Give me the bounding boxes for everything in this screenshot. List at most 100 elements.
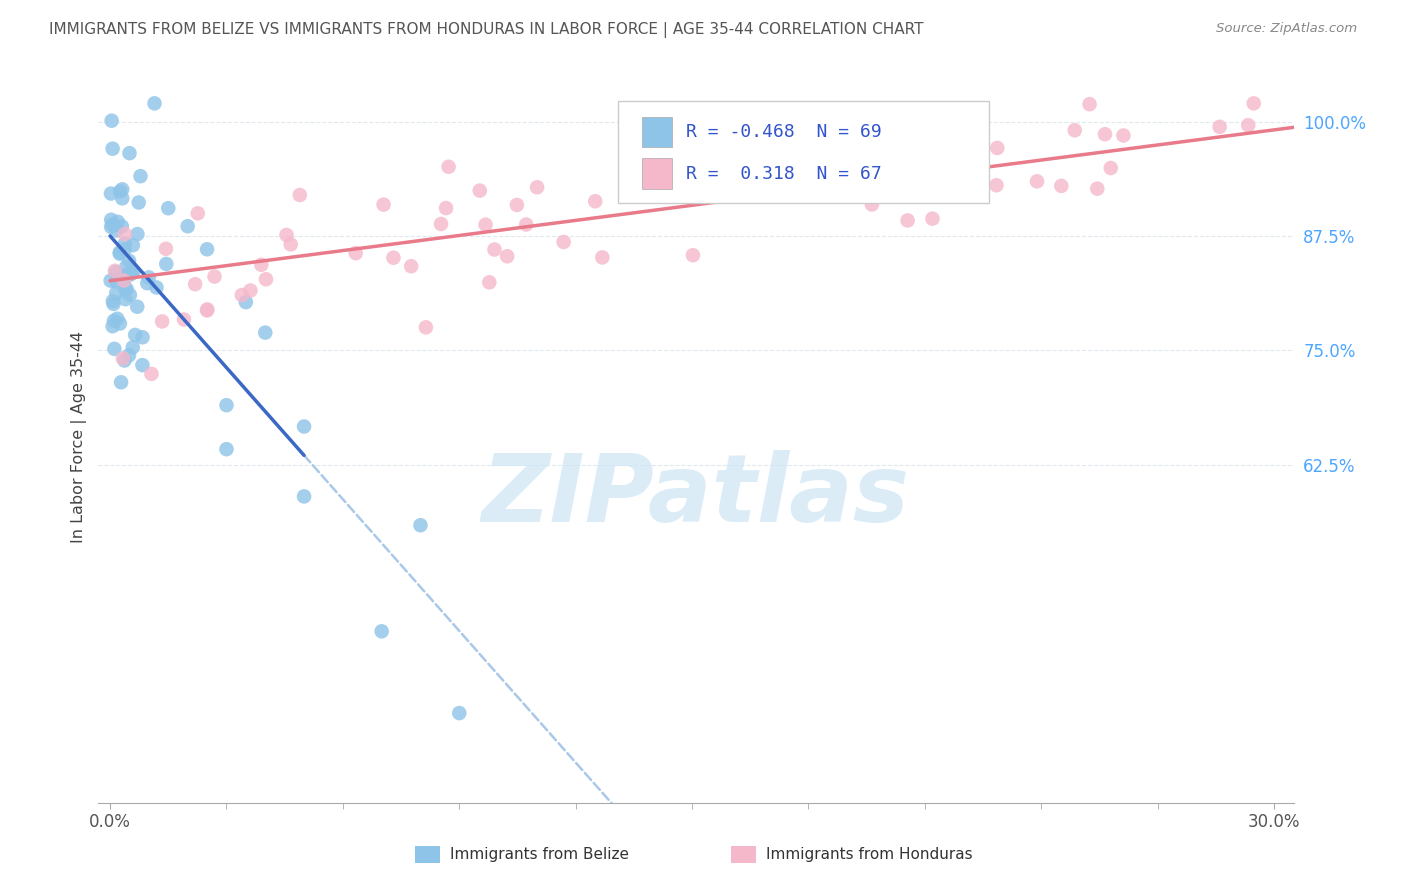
Text: ZIPatlas: ZIPatlas <box>482 450 910 541</box>
Point <box>948 177 970 191</box>
Point <box>409 518 432 533</box>
Point <box>1243 96 1265 111</box>
Point <box>506 198 529 212</box>
Y-axis label: In Labor Force | Age 35-44: In Labor Force | Age 35-44 <box>72 331 87 543</box>
Point <box>591 251 613 265</box>
Point <box>1099 161 1122 175</box>
Point <box>114 282 136 296</box>
Point <box>100 113 122 128</box>
Point <box>103 297 125 311</box>
Point <box>101 218 124 232</box>
Point <box>1094 127 1116 141</box>
Point <box>1237 118 1260 132</box>
Point <box>107 215 129 229</box>
Point <box>187 206 209 220</box>
Point <box>235 295 257 310</box>
Point <box>478 276 501 290</box>
Point <box>1050 178 1073 193</box>
Point <box>173 312 195 326</box>
Point <box>645 150 668 164</box>
Point <box>1208 120 1230 134</box>
Point <box>254 272 277 286</box>
Point <box>157 201 180 215</box>
Point <box>121 266 143 280</box>
Point <box>114 243 136 257</box>
Point <box>131 358 153 372</box>
Point <box>619 186 641 200</box>
Point <box>986 178 1008 193</box>
Point <box>292 490 315 504</box>
Point <box>104 264 127 278</box>
Point <box>115 282 138 296</box>
Point <box>112 274 135 288</box>
Point <box>108 245 131 260</box>
Point <box>143 96 166 111</box>
Point <box>114 353 136 368</box>
Point <box>111 191 134 205</box>
Point <box>118 146 141 161</box>
Point <box>434 201 457 215</box>
Point <box>105 223 128 237</box>
Point <box>111 182 134 196</box>
Point <box>1078 97 1101 112</box>
Point <box>122 264 145 278</box>
Point <box>184 277 207 292</box>
Point <box>118 267 141 281</box>
Point <box>100 186 122 201</box>
Point <box>136 276 159 290</box>
Point <box>415 320 437 334</box>
Point <box>155 257 177 271</box>
Point <box>927 165 949 179</box>
Point <box>111 219 134 234</box>
Point <box>195 302 218 317</box>
Point <box>921 211 943 226</box>
Point <box>121 238 143 252</box>
Point <box>583 194 606 209</box>
Point <box>124 327 146 342</box>
Point <box>231 288 253 302</box>
Point <box>155 242 177 256</box>
Point <box>734 163 756 178</box>
Point <box>108 246 131 260</box>
Point <box>1085 181 1108 195</box>
Point <box>105 275 128 289</box>
Point <box>195 303 218 318</box>
Point <box>515 218 537 232</box>
FancyBboxPatch shape <box>643 117 672 147</box>
Point <box>101 319 124 334</box>
Point <box>105 311 128 326</box>
Point <box>860 197 883 211</box>
Point <box>382 251 405 265</box>
Point <box>250 258 273 272</box>
Text: Immigrants from Belize: Immigrants from Belize <box>450 847 628 862</box>
Point <box>150 314 173 328</box>
Point <box>818 187 841 202</box>
Point <box>1112 128 1135 143</box>
Point <box>474 218 496 232</box>
Point <box>108 317 131 331</box>
Point <box>526 180 548 194</box>
Point <box>897 213 920 227</box>
Point <box>370 624 392 639</box>
Point <box>115 260 138 274</box>
Point <box>215 442 238 457</box>
Point <box>118 268 141 282</box>
Point <box>121 340 143 354</box>
Point <box>1026 174 1049 188</box>
Point <box>292 419 315 434</box>
Point <box>553 235 575 249</box>
Point <box>118 288 141 302</box>
Point <box>399 259 422 273</box>
Point <box>105 285 128 300</box>
Point <box>100 212 122 227</box>
Text: IMMIGRANTS FROM BELIZE VS IMMIGRANTS FROM HONDURAS IN LABOR FORCE | AGE 35-44 CO: IMMIGRANTS FROM BELIZE VS IMMIGRANTS FRO… <box>49 22 924 38</box>
Point <box>288 188 311 202</box>
Point <box>127 300 149 314</box>
Text: Immigrants from Honduras: Immigrants from Honduras <box>766 847 973 862</box>
Point <box>280 237 302 252</box>
Point <box>111 351 134 366</box>
Point <box>373 197 395 211</box>
Point <box>100 274 122 288</box>
Point <box>430 217 453 231</box>
Point <box>101 142 124 156</box>
